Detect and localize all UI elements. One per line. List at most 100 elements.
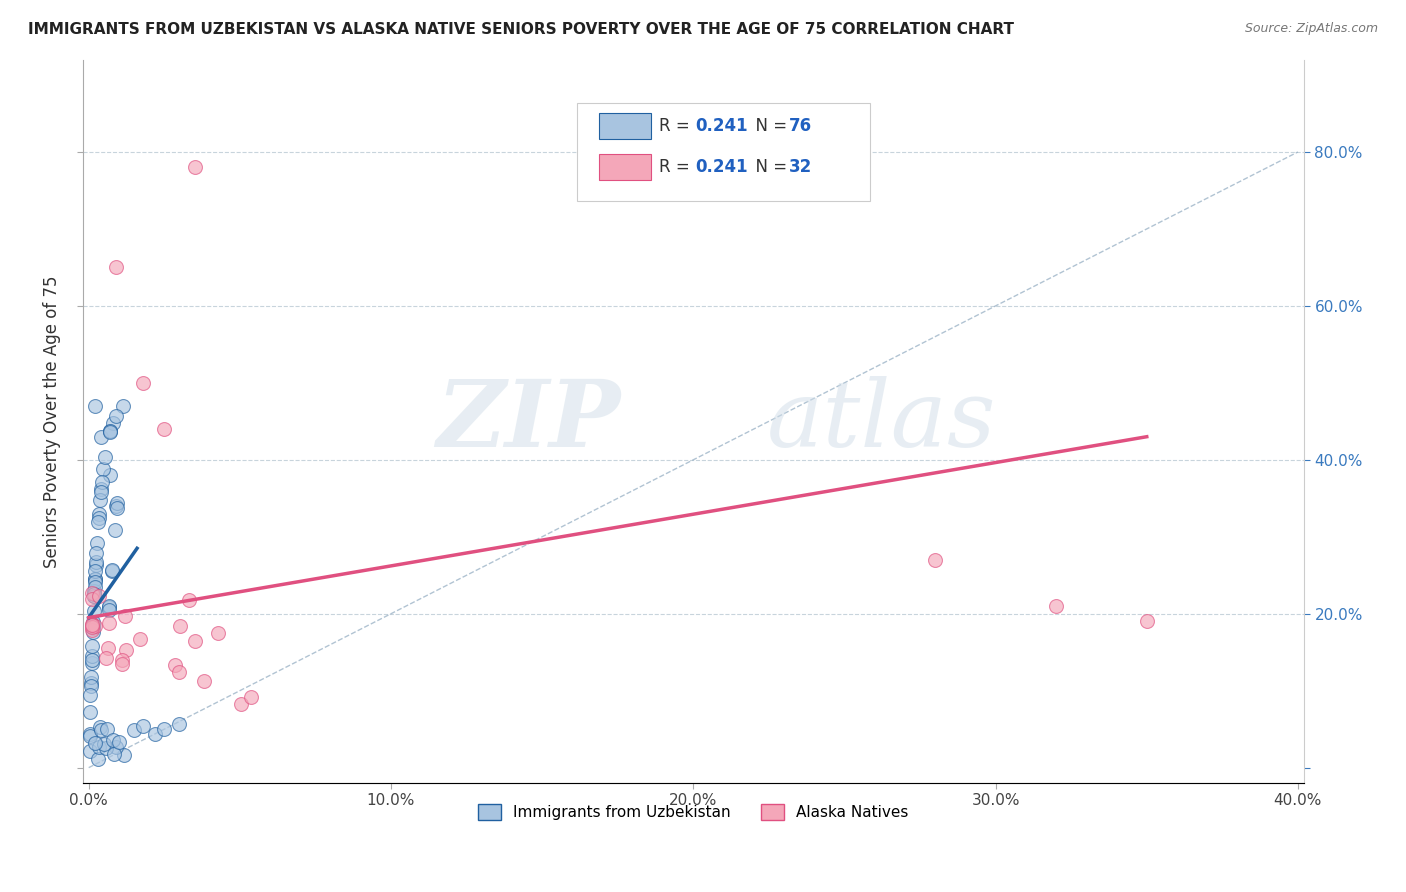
Point <box>83 590 105 604</box>
Text: ZIP: ZIP <box>436 376 620 467</box>
Point <box>229 697 252 711</box>
Point <box>84 572 107 586</box>
Text: 76: 76 <box>789 117 811 136</box>
Point <box>104 499 127 513</box>
Point <box>91 475 114 489</box>
Point <box>101 416 124 430</box>
Point <box>104 524 127 538</box>
Point <box>96 741 118 756</box>
Point <box>112 747 135 762</box>
Point <box>80 648 103 663</box>
Point <box>110 653 132 667</box>
FancyBboxPatch shape <box>599 154 651 180</box>
Point <box>924 553 946 567</box>
Point <box>94 450 117 464</box>
Text: R =: R = <box>659 117 695 136</box>
Point <box>86 546 108 560</box>
Point <box>90 430 112 444</box>
Point <box>83 587 105 601</box>
Point <box>80 591 103 606</box>
Point <box>79 688 101 702</box>
Point <box>82 619 104 633</box>
Text: 0.241: 0.241 <box>696 159 748 177</box>
Point <box>105 496 128 510</box>
Point <box>101 563 124 577</box>
Point <box>80 586 103 600</box>
Point <box>98 468 121 483</box>
Point <box>179 593 201 607</box>
Point <box>100 424 122 438</box>
Point <box>101 564 124 578</box>
Text: N =: N = <box>745 159 792 177</box>
Point <box>98 425 121 439</box>
Point <box>89 492 111 507</box>
Point <box>80 675 103 690</box>
Point <box>97 641 120 656</box>
Point <box>101 732 124 747</box>
Point <box>82 621 104 635</box>
Point <box>84 555 107 569</box>
Text: 32: 32 <box>789 159 811 177</box>
Y-axis label: Seniors Poverty Over the Age of 75: Seniors Poverty Over the Age of 75 <box>44 275 60 567</box>
Point <box>143 727 166 741</box>
Point <box>108 735 131 749</box>
Point <box>79 727 101 741</box>
Point <box>84 618 107 632</box>
Point <box>79 705 101 719</box>
Point <box>93 737 115 751</box>
Point <box>84 558 107 573</box>
Point <box>153 722 176 736</box>
Point <box>86 535 108 549</box>
Point <box>110 657 132 671</box>
Point <box>87 511 110 525</box>
Point <box>105 501 128 516</box>
Point <box>129 632 152 646</box>
Point <box>83 399 105 413</box>
Point <box>89 589 111 603</box>
Point <box>105 739 128 754</box>
Point <box>80 679 103 693</box>
Point <box>100 424 122 438</box>
Point <box>184 634 207 648</box>
Point <box>167 665 190 679</box>
Point <box>90 723 112 738</box>
Point <box>93 462 115 476</box>
Point <box>94 651 117 665</box>
Text: 0.241: 0.241 <box>696 117 748 136</box>
Point <box>87 752 110 766</box>
Text: N =: N = <box>745 117 792 136</box>
Point <box>79 744 101 758</box>
Point <box>1045 599 1067 613</box>
Point <box>82 640 104 654</box>
Point <box>82 618 104 632</box>
Legend: Immigrants from Uzbekistan, Alaska Natives: Immigrants from Uzbekistan, Alaska Nativ… <box>472 797 915 826</box>
Point <box>82 615 104 629</box>
Text: IMMIGRANTS FROM UZBEKISTAN VS ALASKA NATIVE SENIORS POVERTY OVER THE AGE OF 75 C: IMMIGRANTS FROM UZBEKISTAN VS ALASKA NAT… <box>28 22 1014 37</box>
Point <box>83 589 105 603</box>
Point <box>80 620 103 634</box>
Point <box>87 515 110 529</box>
Point <box>80 616 103 631</box>
Point <box>132 719 155 733</box>
Point <box>89 720 111 734</box>
Point <box>83 575 105 590</box>
Point <box>193 674 215 689</box>
Point <box>80 656 103 670</box>
Text: atlas: atlas <box>766 376 995 467</box>
Point <box>83 583 105 598</box>
Point <box>115 643 138 657</box>
Point <box>80 653 103 667</box>
Point <box>114 609 136 624</box>
Point <box>80 624 103 638</box>
Point <box>83 580 105 594</box>
Point <box>90 482 112 496</box>
Text: R =: R = <box>659 159 695 177</box>
Point <box>104 260 127 275</box>
Point <box>98 603 121 617</box>
Point <box>89 740 111 755</box>
Point <box>153 422 176 436</box>
Point <box>83 603 105 617</box>
Point <box>1136 615 1159 629</box>
Point <box>83 736 105 750</box>
Point <box>132 376 155 390</box>
